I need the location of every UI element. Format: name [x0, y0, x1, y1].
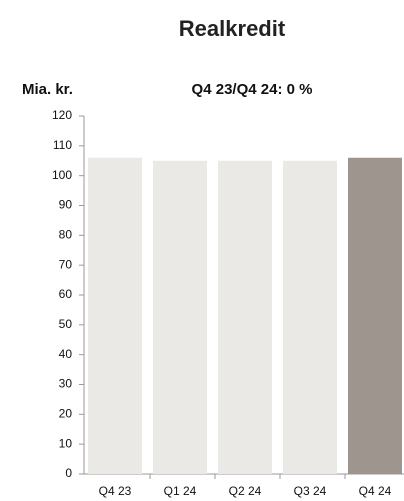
y-tick-label: 90: [59, 198, 73, 212]
x-tick-label: Q1 24: [164, 484, 197, 498]
bar: [348, 157, 402, 474]
y-tick-label: 100: [52, 168, 72, 182]
x-tick-label: Q2 24: [229, 484, 262, 498]
bar: [153, 160, 207, 474]
chart-title: Realkredit: [179, 16, 286, 41]
x-tick-label: Q3 24: [294, 484, 327, 498]
y-tick-label: 120: [52, 108, 72, 122]
y-tick-label: 110: [53, 138, 72, 152]
y-axis-label: Mia. kr.: [22, 81, 73, 98]
y-tick-label: 40: [59, 347, 73, 361]
y-tick-label: 80: [59, 228, 73, 242]
x-tick-label: Q4 23: [99, 484, 132, 498]
bar: [218, 160, 272, 474]
y-tick-label: 70: [59, 257, 73, 271]
x-tick-label: Q4 24: [359, 484, 392, 498]
subtitle: Q4 23/Q4 24: 0 %: [192, 81, 313, 98]
bar: [88, 157, 142, 474]
y-tick-label: 0: [65, 466, 72, 480]
bar: [283, 160, 337, 474]
y-tick-label: 10: [59, 436, 73, 450]
y-tick-label: 20: [59, 407, 73, 421]
y-tick-label: 30: [59, 377, 73, 391]
y-tick-label: 50: [59, 317, 73, 331]
y-tick-label: 60: [59, 287, 73, 301]
